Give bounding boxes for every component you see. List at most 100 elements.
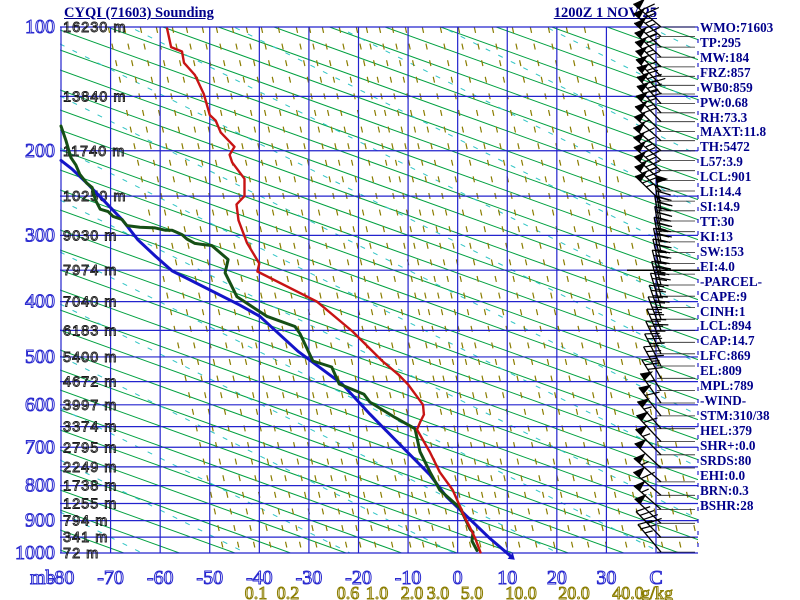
wind-barb (634, 438, 695, 469)
pressure-tick-label: 600 (25, 394, 55, 416)
stat-line: TP:295 (700, 34, 742, 50)
mixing-ratio-label: 3.0 (427, 583, 450, 600)
stat-line: STM:310/38 (700, 407, 770, 423)
wind-barb (636, 73, 695, 105)
stat-line: CINH:1 (700, 303, 746, 319)
wind-barb (635, 424, 695, 456)
wind-barb (634, 37, 695, 68)
pressure-tick-label: 700 (25, 436, 55, 458)
stats-panel: WMO:71603 TP:295 MW:184 FRZ:857 WB0:859 PW:0.… (700, 20, 799, 513)
stat-line: LCL:901 (700, 169, 752, 185)
mixing-ratio-label: 0.2 (277, 583, 300, 600)
altitude-label: 4672 m (63, 375, 117, 391)
pressure-tick-label: 1000 (15, 542, 55, 564)
stat-line: L57:3.9 (700, 154, 743, 170)
stat-line: BRN:0.3 (700, 482, 749, 498)
mixing-ratio-label: 0.6 (337, 583, 360, 600)
wind-barb (633, 111, 695, 142)
mixing-ratio-label: 20.0 (558, 583, 590, 600)
temp-tick-label: 10 (497, 567, 517, 589)
wind-barb (635, 411, 695, 443)
stat-line: EI:4.0 (700, 258, 735, 274)
pressure-tick-label: 300 (25, 224, 55, 246)
altitude-label: 6183 m (63, 323, 117, 339)
page-title: CYQI (71603) Sounding (64, 5, 214, 21)
temperature-curve (165, 27, 482, 554)
altitude-label: 2795 m (63, 440, 117, 456)
altitude-label: 2249 m (63, 460, 117, 476)
wind-barb (638, 384, 695, 417)
temp-tick-label: -50 (196, 567, 223, 589)
stat-line: WMO:71603 (700, 20, 774, 35)
temp-tick-label: 20 (547, 567, 567, 589)
wind-barb (654, 205, 695, 243)
altitude-label: 1738 m (63, 479, 117, 495)
stat-line: WB0:859 (700, 79, 753, 95)
wind-barb (634, 161, 695, 192)
stat-line: MPL:789 (700, 378, 754, 394)
mixing-ratio-label: 0.1 (245, 583, 268, 600)
wind-barb (634, 493, 695, 524)
mixing-ratio-label: 2.0 (401, 583, 424, 600)
pressure-tick-label: 800 (25, 475, 55, 497)
wind-barb (633, 466, 695, 496)
temp-tick-label: -60 (147, 567, 174, 589)
altitude-label: 794 m (63, 514, 108, 530)
temp-tick-label: 0 (453, 567, 463, 589)
wind-barb (633, 141, 695, 172)
altitude-label: 11740 m (63, 144, 125, 160)
temp-unit-label: C (649, 567, 662, 589)
pressure-tick-label: 200 (25, 140, 55, 162)
stat-line: BSHR:28 (700, 497, 754, 513)
stat-line: RH:73.3 (700, 109, 748, 125)
pressure-unit-label: mb (30, 567, 56, 589)
wind-barb (642, 345, 695, 379)
wind-barb (633, 480, 695, 510)
stat-line: SRDS:80 (700, 452, 752, 468)
pressure-tick-label: 900 (25, 510, 55, 532)
altitude-label: 13840 m (63, 89, 126, 105)
pressure-tick-label: 500 (25, 346, 55, 368)
stat-line: LI:14.4 (700, 184, 742, 200)
mixing-ratio-label: 5.0 (461, 583, 484, 600)
stat-line: MW:184 (700, 49, 750, 65)
temp-tick-label: -80 (48, 567, 75, 589)
mixing-ratio-label: 10.0 (505, 583, 537, 600)
stat-line: EL:809 (700, 363, 742, 379)
wind-barb (637, 520, 695, 553)
altitude-label: 3997 m (63, 398, 117, 414)
stat-line: EHI:0.0 (700, 467, 746, 483)
stat-line: PW:0.68 (700, 94, 748, 110)
wind-barb (633, 452, 695, 483)
wind-barb (634, 101, 695, 132)
stat-line: SHR+:0.0 (700, 437, 756, 453)
wind-barb (633, 17, 695, 48)
mixing-ratio-label: 1.0 (366, 583, 389, 600)
wind-barb (636, 397, 695, 430)
stat-line: -WIND- (700, 393, 747, 409)
stat-line: MAXT:11.8 (700, 124, 767, 140)
wind-barb (641, 357, 695, 392)
background-lines (60, 27, 698, 553)
wind-barb (639, 371, 695, 404)
wind-barb (635, 46, 695, 77)
altitude-label: 9030 m (63, 228, 117, 244)
temp-tick-label: -20 (345, 567, 372, 589)
altitude-label: 16230 m (63, 20, 126, 36)
temp-tick-label: 30 (596, 567, 616, 589)
mixing-ratio-unit-label: g/kg (641, 583, 673, 600)
stat-line: CAP:14.7 (700, 333, 755, 349)
altitude-label: 3374 m (63, 420, 117, 436)
stat-line: LFC:869 (700, 348, 751, 364)
altitude-label: 7974 m (63, 263, 117, 279)
wind-barb (653, 216, 695, 254)
stat-line: LCL:894 (700, 318, 752, 334)
parcel-arrowhead (507, 552, 515, 560)
pressure-tick-label: 400 (25, 291, 55, 313)
wind-barb (655, 175, 695, 212)
wind-barb (633, 131, 695, 161)
stat-line: TT:30 (700, 213, 735, 229)
temp-tick-label: -70 (97, 567, 124, 589)
pressure-tick-label: 100 (25, 16, 55, 38)
wind-barb (635, 506, 695, 538)
